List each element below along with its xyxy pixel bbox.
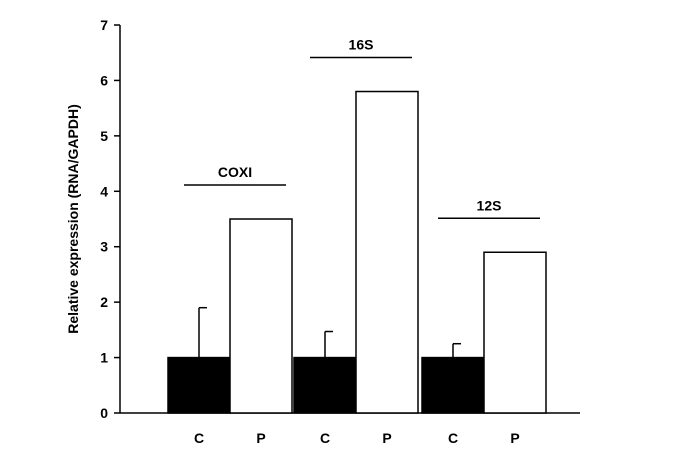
y-tick-label: 6 xyxy=(100,72,108,88)
bar-12s-p xyxy=(483,251,547,414)
x-category-label: C xyxy=(320,430,330,446)
group-label-coxi: COXI xyxy=(218,164,252,180)
y-tick-label: 4 xyxy=(100,183,108,199)
bar-16s-p xyxy=(355,90,419,414)
y-tick-label: 7 xyxy=(100,17,108,33)
y-tick-label: 2 xyxy=(100,294,108,310)
y-tick-label: 0 xyxy=(100,405,108,421)
x-category-label: P xyxy=(256,430,265,446)
x-category-label: C xyxy=(194,430,204,446)
y-tick-label: 5 xyxy=(100,128,108,144)
labels: C P COXI C P 16S C P 12S xyxy=(184,37,540,446)
bars xyxy=(167,90,547,414)
group-label-12s: 12S xyxy=(477,197,502,213)
bar-coxi-c xyxy=(167,356,231,414)
y-tick-label: 3 xyxy=(100,239,108,255)
x-category-label: C xyxy=(448,430,458,446)
bar-12s-c xyxy=(421,356,485,414)
bar-16s-c xyxy=(293,356,357,414)
x-category-label: P xyxy=(510,430,519,446)
y-axis-label: Relative expression (RNA/GAPDH) xyxy=(65,104,81,334)
group-label-16s: 16S xyxy=(349,37,374,53)
y-tick-label: 1 xyxy=(100,350,108,366)
bar-coxi-p xyxy=(229,218,293,414)
x-category-label: P xyxy=(382,430,391,446)
